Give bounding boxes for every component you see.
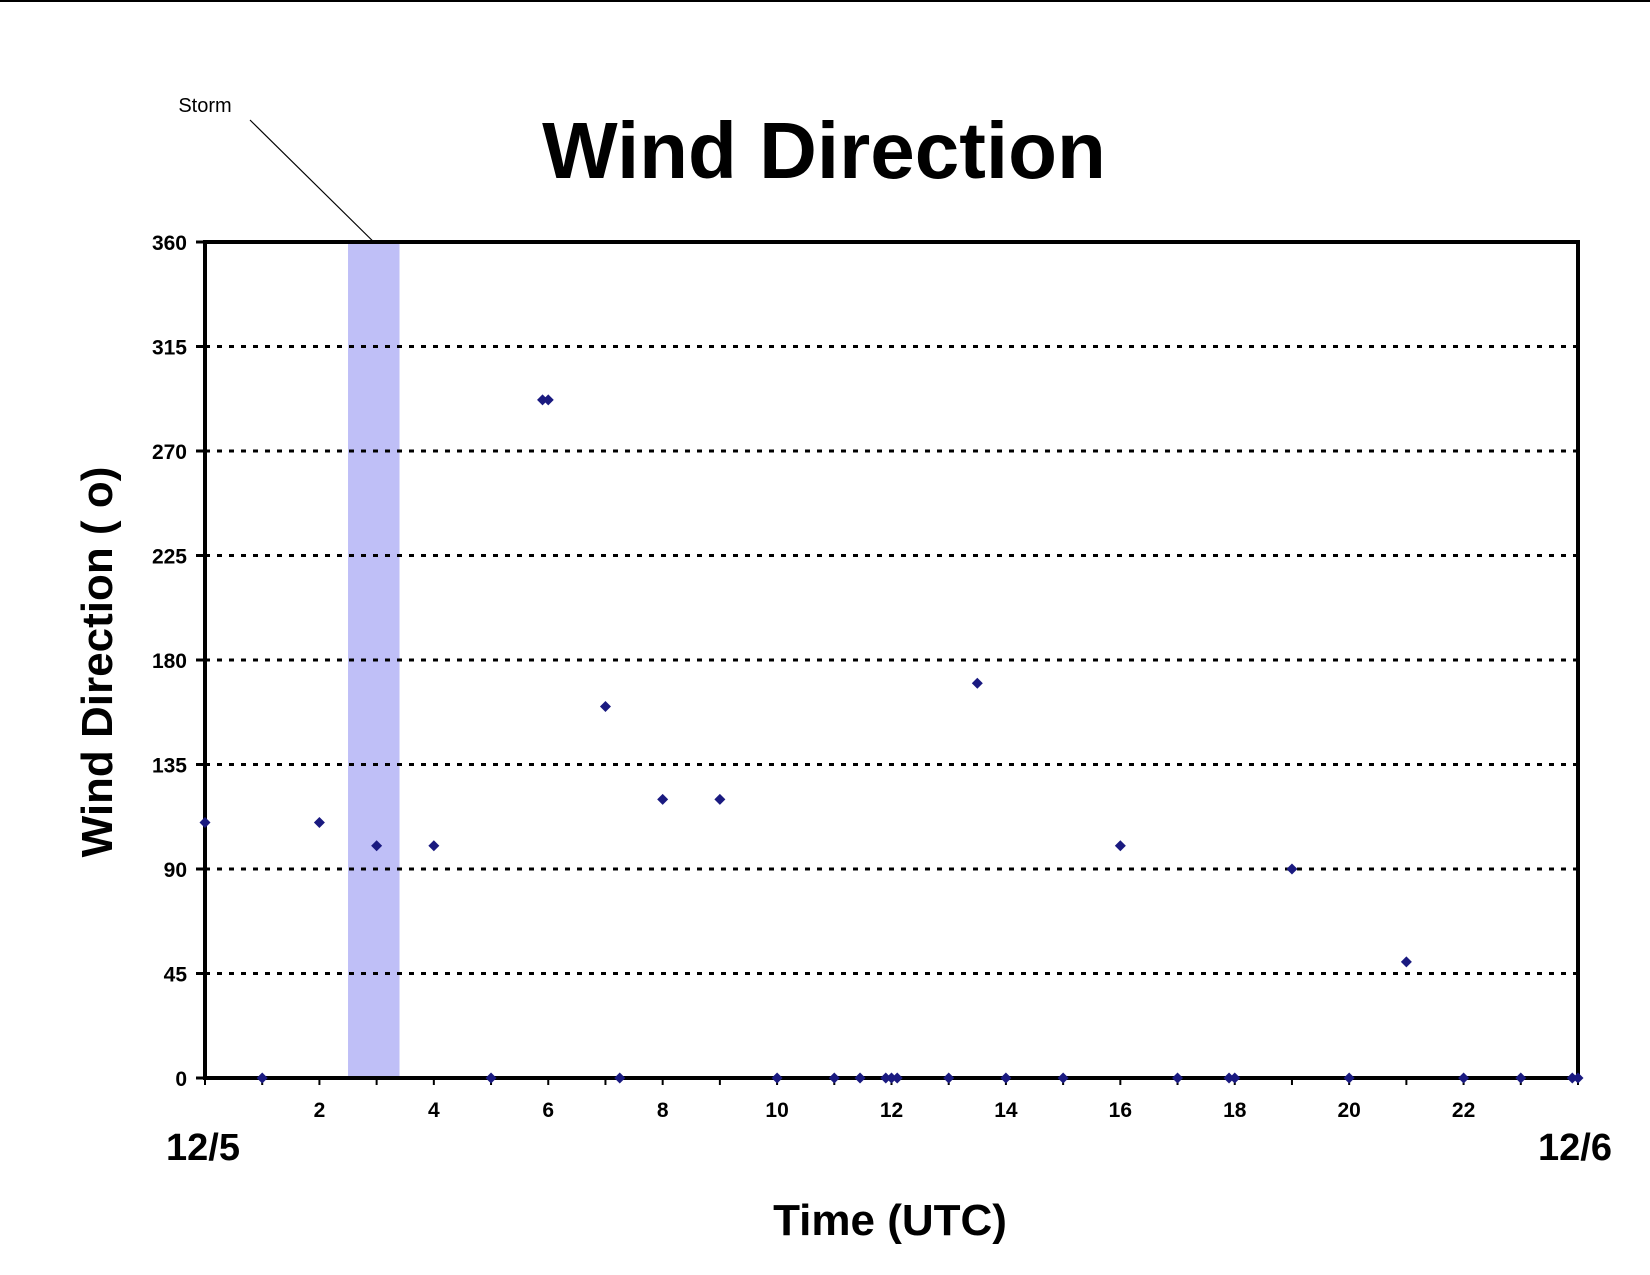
chart-title: Wind Direction	[542, 106, 1106, 195]
x-tick-label: 22	[1452, 1099, 1475, 1122]
y-tick-label: 315	[152, 337, 187, 360]
data-point	[891, 1072, 903, 1084]
data-point	[714, 793, 726, 805]
start-date-label: 12/5	[166, 1127, 240, 1169]
data-point	[771, 1072, 783, 1084]
storm-annotation-label: Storm	[178, 95, 231, 117]
data-point	[542, 394, 554, 406]
x-tick-label: 6	[542, 1099, 554, 1122]
data-point	[1400, 956, 1412, 968]
x-tick-label: 8	[657, 1099, 669, 1122]
data-point	[1286, 863, 1298, 875]
data-point	[537, 394, 549, 406]
data-point	[943, 1072, 955, 1084]
plot-area: 0 45 90 135 180 225 270 315 360 2 4 6 8 10 12 14 16 18 20 2…	[152, 119, 1584, 1122]
x-tick-label: 4	[428, 1099, 440, 1122]
data-point	[1114, 840, 1126, 852]
y-tick-label: 45	[164, 964, 188, 987]
data-point	[313, 817, 325, 829]
x-tick-label: 16	[1109, 1099, 1132, 1122]
data-point	[854, 1072, 866, 1084]
data-point	[1515, 1072, 1527, 1084]
x-tick-label: 2	[314, 1099, 326, 1122]
y-tick-label: 270	[152, 441, 187, 464]
y-tick-label: 180	[152, 650, 187, 673]
x-tick-label: 18	[1223, 1099, 1247, 1122]
end-date-label: 12/6	[1538, 1127, 1612, 1169]
data-point	[1000, 1072, 1012, 1084]
data-point	[614, 1072, 626, 1084]
data-point	[1343, 1072, 1355, 1084]
data-point	[880, 1072, 892, 1084]
data-point	[485, 1072, 497, 1084]
data-point	[1223, 1072, 1235, 1084]
data-point	[199, 817, 211, 829]
data-point	[828, 1072, 840, 1084]
data-point	[371, 840, 383, 852]
data-point	[1566, 1072, 1578, 1084]
data-point	[1229, 1072, 1241, 1084]
data-point	[971, 677, 983, 689]
y-tick-label: 360	[152, 232, 187, 255]
y-tick-label: 135	[152, 755, 187, 778]
data-point	[599, 700, 611, 712]
top-rule	[0, 0, 1650, 2]
x-axis-label: Time (UTC)	[773, 1196, 1007, 1245]
y-axis-label: Wind Direction ( o)	[73, 467, 122, 858]
data-point	[1572, 1072, 1584, 1084]
x-tick-label: 20	[1337, 1099, 1360, 1122]
y-tick-label: 225	[152, 546, 187, 569]
data-point	[428, 840, 440, 852]
x-tick-label: 10	[765, 1099, 788, 1122]
data-point	[256, 1072, 268, 1084]
data-point	[886, 1072, 897, 1084]
y-tick-label: 90	[164, 859, 187, 882]
storm-leader-line	[249, 119, 375, 243]
data-point	[657, 793, 669, 805]
data-point	[1057, 1072, 1069, 1084]
x-tick-label: 14	[994, 1099, 1018, 1122]
data-point	[1172, 1072, 1184, 1084]
data-point	[1458, 1072, 1470, 1084]
y-tick-label: 0	[175, 1068, 187, 1091]
x-tick-label: 12	[880, 1099, 903, 1122]
